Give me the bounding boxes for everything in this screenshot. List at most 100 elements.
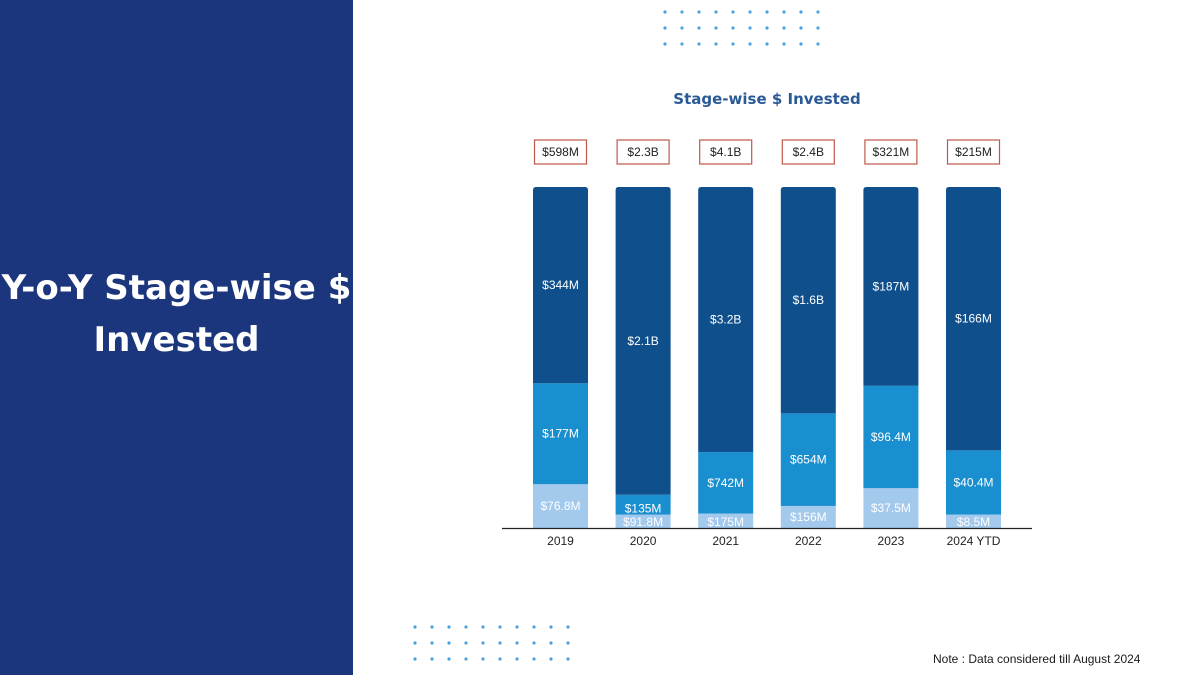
segment-label: $8.5M <box>957 515 990 529</box>
bottom-pattern-dot <box>413 625 417 629</box>
top-pattern-dot <box>714 26 718 30</box>
segment-label: $40.4M <box>953 475 993 489</box>
segment-label: $37.5M <box>871 501 911 515</box>
bottom-pattern-dot <box>549 625 553 629</box>
total-box <box>864 139 918 165</box>
bar-segment <box>698 452 754 514</box>
bottom-pattern-dot <box>566 625 570 629</box>
bottom-pattern-dot <box>430 641 434 645</box>
bottom-pattern-dot <box>532 625 536 629</box>
top-pattern-dot <box>816 10 820 14</box>
segment-label: $2.1B <box>627 334 658 348</box>
top-pattern-dot <box>731 10 735 14</box>
bottom-pattern-dot <box>515 641 519 645</box>
top-pattern-dot <box>697 10 701 14</box>
bottom-pattern-dot <box>498 641 502 645</box>
segment-label: $177M <box>542 427 579 441</box>
title-panel: Y-o-Y Stage-wise $ Invested <box>0 0 353 675</box>
bottom-pattern-dot <box>481 641 485 645</box>
segment-label: $3.2B <box>710 313 741 327</box>
top-pattern-dot <box>782 26 786 30</box>
top-pattern-dot <box>782 10 786 14</box>
bottom-pattern-dot <box>498 657 502 661</box>
bottom-pattern-dot <box>481 625 485 629</box>
top-pattern-dot <box>697 42 701 46</box>
segment-label: $96.4M <box>871 430 911 444</box>
bottom-pattern-dot <box>515 657 519 661</box>
bottom-pattern-dot <box>464 641 468 645</box>
bottom-pattern-dot <box>532 641 536 645</box>
segment-label: $135M <box>625 502 662 516</box>
category-label: 2023 <box>878 534 905 548</box>
bar-segment <box>698 187 754 453</box>
total-label: $598M <box>542 145 579 159</box>
bottom-pattern-dot <box>430 625 434 629</box>
top-pattern-dot <box>765 42 769 46</box>
bottom-pattern-dot <box>515 625 519 629</box>
bar-segment <box>780 187 836 414</box>
total-box <box>699 139 753 165</box>
bottom-pattern-dot <box>447 657 451 661</box>
segment-label: $344M <box>542 278 579 292</box>
top-pattern-dot <box>799 10 803 14</box>
segment-label: $1.6B <box>793 293 824 307</box>
top-pattern-dot <box>765 26 769 30</box>
top-pattern-dot <box>714 10 718 14</box>
bar-segment <box>615 494 671 515</box>
bottom-pattern-dot <box>464 625 468 629</box>
bottom-pattern-dot <box>566 657 570 661</box>
top-pattern-dot <box>765 10 769 14</box>
top-pattern-dot <box>748 26 752 30</box>
segment-label: $91.8M <box>623 515 663 529</box>
bar-segment <box>780 413 836 506</box>
total-label: $2.4B <box>793 145 824 159</box>
segment-label: $742M <box>707 476 744 490</box>
bottom-pattern-dot <box>447 641 451 645</box>
top-pattern-dot <box>799 42 803 46</box>
chart-svg: Stage-wise $ Invested $76.8M $177M $344M $5… <box>502 90 1032 548</box>
bar-segment <box>780 505 836 528</box>
bar-segment <box>946 450 1001 515</box>
top-pattern-dot <box>748 10 752 14</box>
total-box <box>946 139 1001 165</box>
category-label: 2020 <box>630 534 657 548</box>
total-box <box>533 139 588 165</box>
dot-pattern-bottom <box>413 625 573 665</box>
bottom-pattern-dot <box>532 657 536 661</box>
top-pattern-dot <box>680 10 684 14</box>
top-pattern-dot <box>714 42 718 46</box>
bottom-pattern-dot <box>566 641 570 645</box>
total-label: $321M <box>873 145 910 159</box>
top-pattern-dot <box>816 26 820 30</box>
dot-pattern-top <box>663 10 823 50</box>
bar-segment <box>946 187 1001 451</box>
bottom-pattern-dot <box>549 657 553 661</box>
bar-segment <box>533 484 588 528</box>
bar-segment <box>863 488 919 528</box>
top-pattern-dot <box>663 10 667 14</box>
top-pattern-dot <box>748 42 752 46</box>
total-box <box>781 139 835 165</box>
bottom-pattern-dot <box>498 625 502 629</box>
bar-segment <box>615 514 671 528</box>
bottom-pattern-dot <box>464 657 468 661</box>
category-label: 2019 <box>547 534 574 548</box>
top-pattern-dot <box>731 26 735 30</box>
top-pattern-dot <box>782 42 786 46</box>
total-box <box>616 139 670 165</box>
bottom-pattern-dot <box>430 657 434 661</box>
total-label: $2.3B <box>627 145 658 159</box>
bar-segment <box>615 187 671 495</box>
category-label: 2021 <box>712 534 739 548</box>
bar-segment <box>698 513 754 528</box>
segment-label: $166M <box>955 312 992 326</box>
top-pattern-dot <box>731 42 735 46</box>
top-pattern-dot <box>680 26 684 30</box>
segment-label: $156M <box>790 510 827 524</box>
chart-title: Stage-wise $ Invested <box>673 90 860 108</box>
bottom-pattern-dot <box>447 625 451 629</box>
slide-title: Y-o-Y Stage-wise $ Invested <box>1 268 352 360</box>
bottom-pattern-dot <box>549 641 553 645</box>
bottom-pattern-dot <box>413 641 417 645</box>
bar-segment <box>863 385 919 489</box>
